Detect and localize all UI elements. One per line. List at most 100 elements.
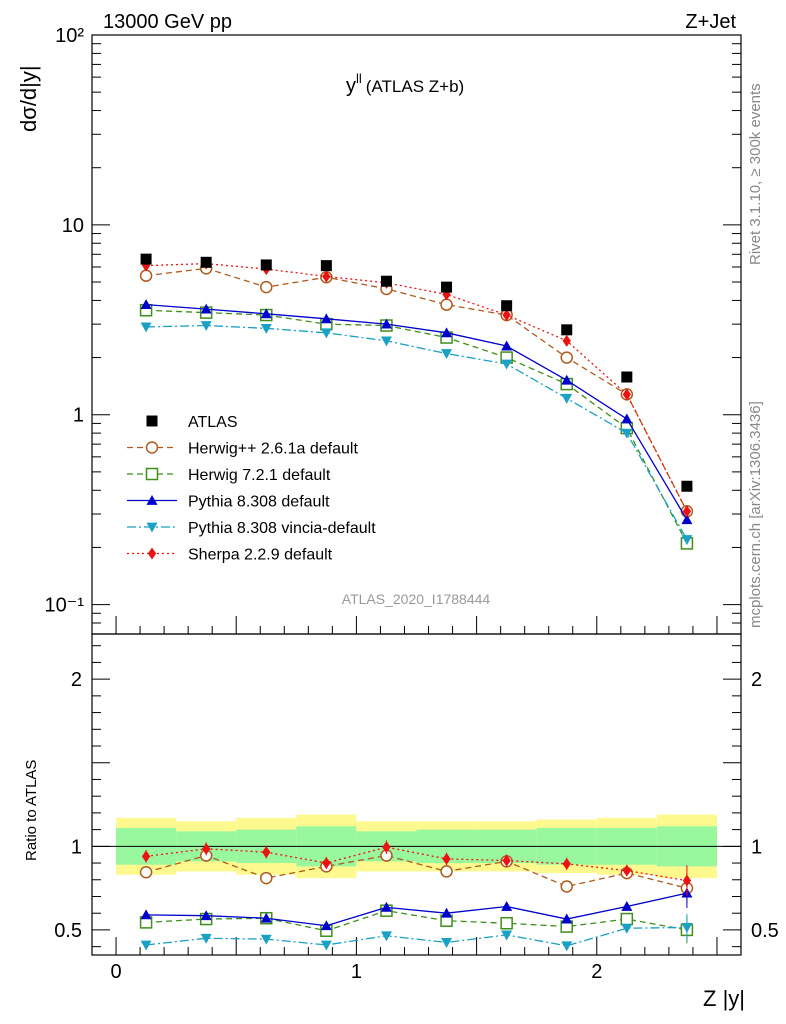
- series-line-top: [146, 324, 688, 540]
- legend-entry: Sherpa 2.2.9 default: [127, 547, 333, 564]
- mcplots-label: mcplots.cern.ch [arXiv:1306.3436]: [747, 401, 764, 628]
- ratio-point: [560, 880, 573, 893]
- legend-label: ATLAS: [188, 414, 238, 431]
- ratio-point: [682, 874, 692, 887]
- series-3: [140, 321, 693, 952]
- ratio-point: [442, 852, 451, 865]
- legend-label: Herwig++ 2.6.1a default: [188, 441, 358, 458]
- y-tick-label-top: 10²: [55, 25, 84, 47]
- x-axis-label: Z |y|: [703, 986, 745, 1011]
- plot-title-rest: (ATLAS Z+b): [366, 77, 464, 96]
- x-tick-label: 2: [591, 961, 602, 983]
- ratio-point: [380, 931, 392, 942]
- atlas-point: [380, 275, 392, 287]
- ratio-point: [501, 901, 513, 911]
- atlas-point: [501, 300, 513, 312]
- series-0: [139, 262, 694, 904]
- ratio-point: [140, 909, 152, 920]
- ratio-point: [260, 871, 273, 885]
- atlas-point: [621, 371, 633, 383]
- series-point: [502, 308, 511, 322]
- ratio-point: [561, 941, 573, 952]
- atlas-point: [200, 256, 212, 268]
- series-line-top: [146, 262, 688, 512]
- y-tick-label-bottom: 0.5: [54, 920, 82, 942]
- ratio-point: [562, 857, 571, 870]
- series-point: [322, 270, 331, 283]
- y-tick-label-bottom-right: 0.5: [751, 920, 779, 942]
- y-tick-label-bottom: 2: [71, 669, 82, 691]
- plot-title-sup: ll: [356, 71, 362, 86]
- series-line-top: [146, 309, 688, 544]
- series-point: [200, 321, 212, 332]
- atlas-point: [561, 324, 573, 336]
- atlas-point: [260, 259, 272, 271]
- legend-entry: Herwig++ 2.6.1a default: [127, 441, 358, 458]
- y-tick-label-top: 1: [73, 405, 84, 427]
- series-point: [681, 514, 693, 525]
- rivet-label: Rivet 3.1.10, ≥ 300k events: [747, 83, 764, 265]
- series-4: [141, 257, 692, 896]
- ratio-point: [622, 864, 631, 877]
- series-point: [621, 428, 633, 439]
- series-line-ratio: [146, 892, 688, 927]
- series-point: [200, 303, 212, 314]
- legend-marker: [147, 547, 157, 560]
- series-point: [501, 359, 513, 370]
- atlas-point: [681, 480, 693, 492]
- atlas-data: [140, 253, 693, 492]
- ratio-point: [320, 920, 332, 931]
- plot-title: yll (ATLAS Z+b): [346, 71, 464, 97]
- ratio-point: [260, 934, 272, 945]
- atlas-point: [320, 260, 332, 272]
- ratio-point: [501, 930, 513, 941]
- energy-label: 13000 GeV pp: [103, 11, 232, 33]
- ratio-point: [139, 865, 153, 879]
- y-tick-label-bottom: 1: [71, 836, 82, 858]
- legend-marker: [146, 495, 158, 505]
- series-point: [380, 318, 392, 329]
- ratio-point: [382, 841, 391, 854]
- legend-label: Pythia 8.308 default: [188, 494, 330, 511]
- legend-entry: ATLAS: [146, 414, 238, 431]
- main-panel-frame: [91, 34, 742, 635]
- ratio-point: [561, 913, 573, 924]
- ratio-point: [441, 907, 453, 918]
- ratio-point: [322, 856, 331, 870]
- ratio-point: [141, 850, 151, 863]
- legend-label: Herwig 7.2.1 default: [188, 467, 331, 484]
- ratio-point: [200, 933, 212, 944]
- series-point: [139, 269, 153, 282]
- ratio-panel-frame: [91, 633, 742, 956]
- series-point: [562, 334, 571, 347]
- series-point: [260, 323, 272, 334]
- legend-entry: Pythia 8.308 vincia-default: [127, 520, 376, 537]
- series-point: [561, 393, 573, 404]
- series-point: [440, 298, 453, 311]
- legend-marker: [146, 522, 158, 533]
- ratio-point: [621, 923, 633, 934]
- legend-entry: Herwig 7.2.1 default: [127, 467, 331, 484]
- plot-title-main: y: [346, 75, 356, 97]
- ratio-point: [621, 901, 633, 911]
- series-point: [681, 535, 693, 546]
- series-point: [622, 388, 631, 401]
- series-line-ratio: [146, 910, 688, 932]
- series-line-top: [146, 303, 688, 521]
- ratio-point: [440, 865, 453, 878]
- ratio-point: [681, 923, 693, 933]
- atlas-point: [441, 281, 453, 293]
- legend-entry: Pythia 8.308 default: [127, 494, 330, 511]
- ratio-point: [500, 916, 513, 930]
- ratio-point: [380, 901, 392, 912]
- series-point: [140, 322, 152, 333]
- legend-marker: [145, 441, 159, 454]
- ratio-point: [620, 912, 634, 926]
- legend-label: Pythia 8.308 vincia-default: [188, 520, 376, 537]
- y-tick-label-bottom-right: 2: [751, 669, 762, 691]
- series-line-top: [146, 267, 688, 512]
- y-axis-label-top: dσ/d|y|: [16, 65, 41, 132]
- series-point: [561, 374, 573, 385]
- ratio-point: [320, 940, 332, 951]
